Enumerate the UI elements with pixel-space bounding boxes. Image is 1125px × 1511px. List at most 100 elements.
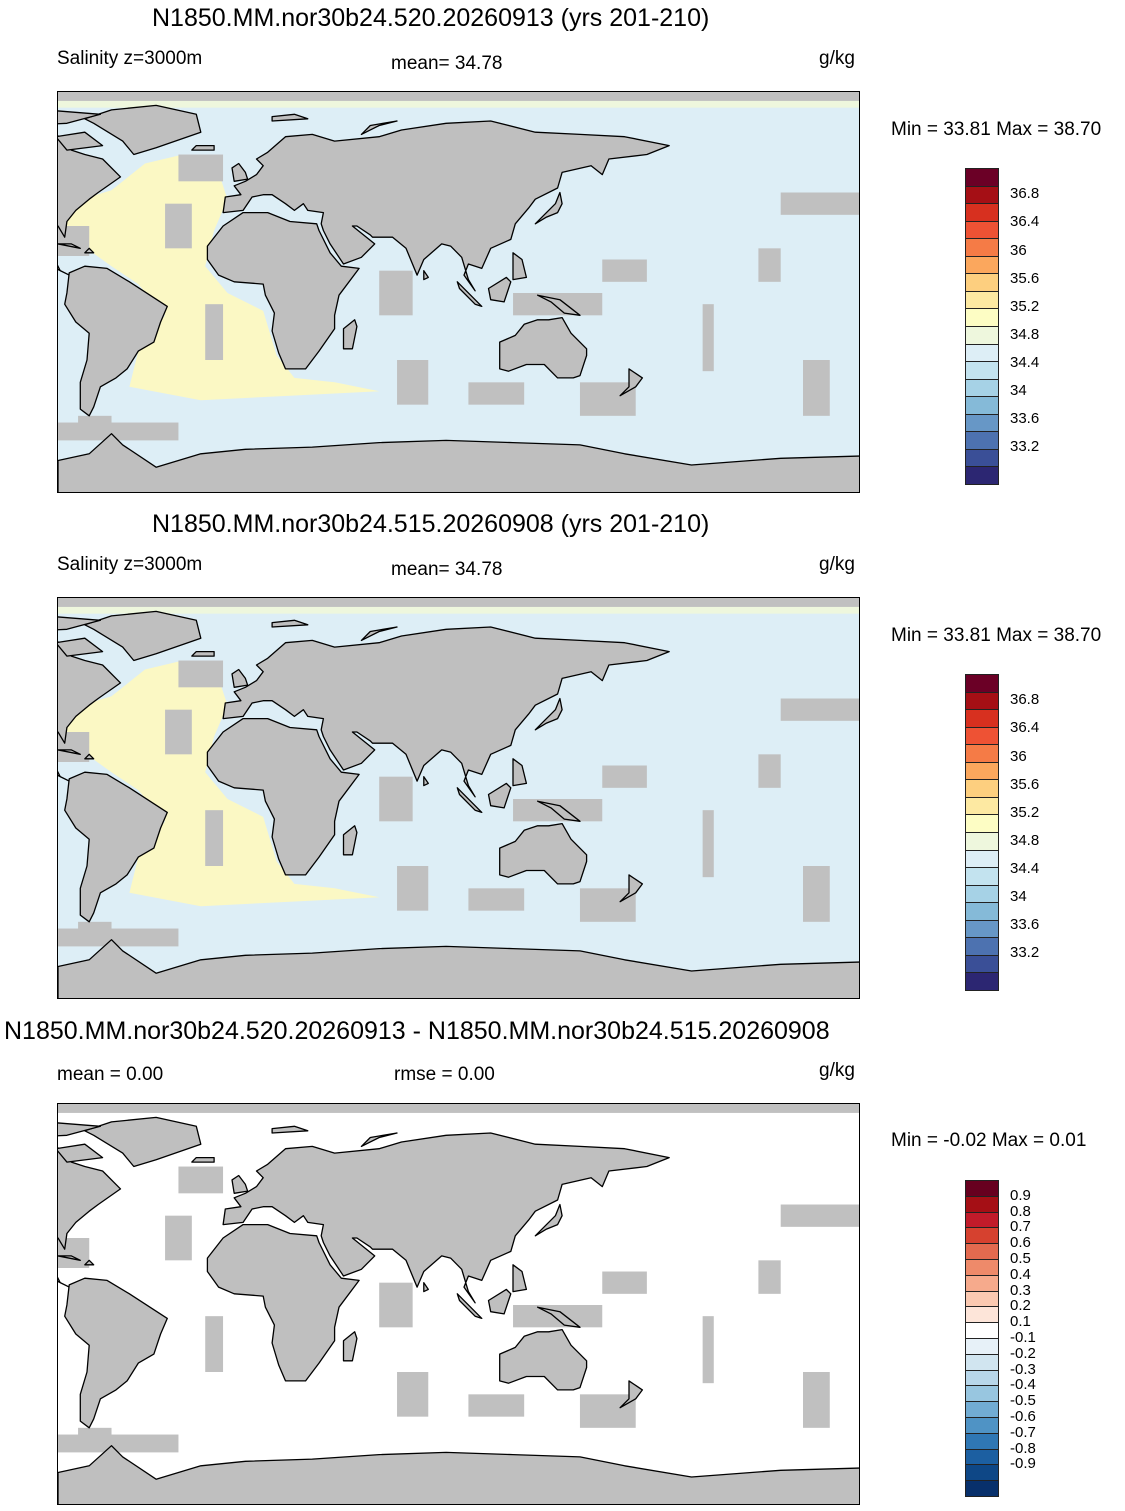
colorbar-tick-label: -0.9 [1010,1455,1036,1473]
colorbar-swatch [965,396,999,415]
land-australia [499,822,588,885]
panel-title: N1850.MM.nor30b24.520.20260913 - N1850.M… [4,1017,830,1045]
colorbar-swatch [965,308,999,327]
colorbar-tick-label: -0.4 [1010,1376,1036,1394]
colorbar-tick-label: 34 [1010,381,1027,399]
colorbar-tick-label: -0.1 [1010,1329,1036,1346]
colorbar-swatch [965,1211,999,1229]
land-novaya-zemlya [360,1132,398,1148]
colorbar-tick-label: 34.4 [1010,859,1040,877]
colorbar-swatch [965,326,999,345]
colorbar-swatch [965,761,999,781]
colorbar-tick-label: 0.8 [1010,1202,1031,1220]
land-baffin-island [58,637,104,657]
land-uk [231,162,249,182]
land-arctic-archipelago [58,110,102,125]
colorbar-swatch [965,779,999,798]
colorbar-tick-label: -0.3 [1010,1360,1036,1378]
land-new-zealand [619,1380,644,1409]
land-australia [499,316,588,379]
colorbar-tick-label: 35.2 [1010,803,1040,821]
land-sri-lanka [423,1282,429,1293]
land-baffin-island [58,131,104,151]
colorbar-swatch [965,691,999,711]
colorbar-tick-label: 33.6 [1010,916,1040,934]
land-south-america [64,1277,168,1429]
colorbar-tick-label: 0.4 [1010,1265,1031,1283]
land-borneo [487,276,512,303]
land-sumatra [456,1293,483,1320]
land-philippines [512,758,528,787]
colorbar-swatch [965,849,999,869]
colorbar-tick-label: 0.2 [1010,1297,1031,1315]
colorbar-swatch [965,448,999,468]
colorbar-tick-label: -0.7 [1010,1423,1036,1441]
colorbar-swatch [965,674,999,693]
colorbar-swatch [965,1322,999,1339]
colorbar-swatch [965,273,999,292]
colorbar-swatch [965,1401,999,1418]
colorbar-swatch [965,954,999,974]
colorbar-tick-label: 0.1 [1010,1313,1031,1331]
land-south-america [64,771,168,923]
colorbar-swatch [965,1338,999,1355]
land-japan [534,1203,563,1237]
colorbar-tick-label: 35.2 [1010,297,1040,315]
land-cuba [58,243,81,249]
colorbar-swatch [965,1180,999,1197]
land-south-america [64,265,168,417]
colorbar-swatch [965,919,999,939]
colorbar-swatch [965,378,999,398]
land-africa [206,211,360,370]
land-antarctica [58,433,859,492]
colorbar-swatch [965,1227,999,1245]
colorbar-tick-label: -0.8 [1010,1439,1036,1457]
colorbar-swatch [965,203,999,222]
land-iceland [191,1156,215,1163]
land-cuba [58,1255,81,1261]
land-arctic-archipelago [58,1122,102,1137]
colorbar-tick-label: 36.8 [1010,691,1040,709]
colorbar-tick-label: 35.6 [1010,269,1040,287]
difference-map [57,1103,860,1505]
colorbar-swatch [965,814,999,833]
colorbar-tick-label: 0.3 [1010,1281,1031,1299]
land-sri-lanka [423,270,429,281]
colorbar-swatch [965,1369,999,1387]
land-caribbean-islands [84,753,95,760]
colorbar-swatch [965,1259,999,1276]
units-label: g/kg [819,554,855,575]
land-uk [231,668,249,688]
colorbar-swatch [965,796,999,816]
colorbar-swatch [965,709,999,728]
land-africa [206,1223,360,1382]
colorbar-tick-label: 33.6 [1010,410,1040,428]
colorbar-swatch [965,220,999,240]
colorbar-swatch [965,744,999,763]
land-new-guinea [536,294,581,316]
land-uk [231,1174,249,1194]
land-antarctica [58,939,859,998]
colorbar-swatch [965,1432,999,1450]
colorbar-tick-label: 36.4 [1010,213,1040,231]
colorbar-swatch [965,937,999,956]
colorbar-swatch [965,972,999,991]
colorbar-swatch [965,832,999,851]
colorbar-swatch [965,343,999,363]
panel-title: N1850.MM.nor30b24.515.20260908 (yrs 201-… [152,510,710,538]
mean-label: mean= 34.78 [391,559,503,580]
rmse-label: rmse = 0.00 [394,1064,495,1085]
land-baffin-island [58,1143,104,1163]
land-svalbard [271,113,309,122]
land-novaya-zemlya [360,626,398,642]
colorbar-tick-label: -0.6 [1010,1408,1036,1425]
colorbar-tick-label: 34 [1010,887,1027,905]
colorbar-swatch [965,238,999,257]
land-borneo [487,1288,512,1315]
colorbar-swatch [965,361,999,380]
atlantic-high-salinity-region [66,154,380,401]
colorbar-swatch [965,726,999,746]
colorbar-swatch [965,413,999,433]
land-philippines [512,252,528,281]
colorbar-swatch [965,1385,999,1403]
